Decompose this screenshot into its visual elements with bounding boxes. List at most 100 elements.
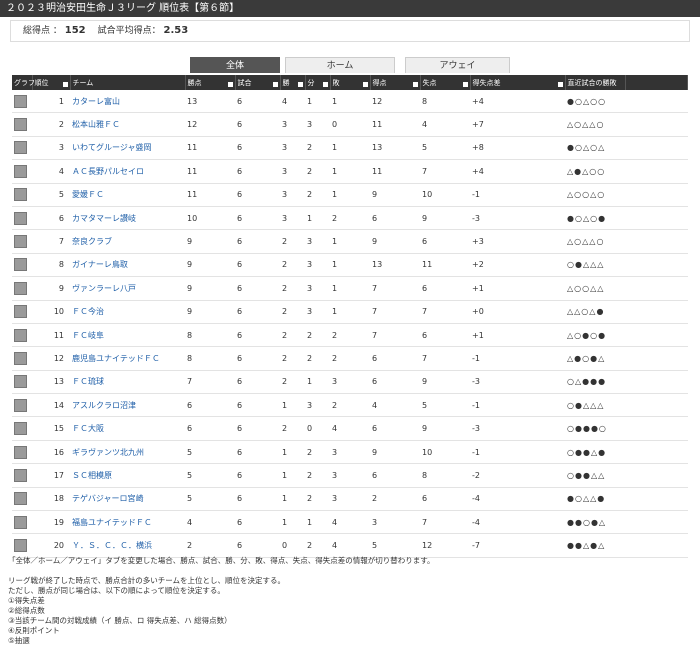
header-row: グラフ 順位 チーム 勝点 試合 勝 分 敗 得点 失点 得失点差 直近試合の勝敗 xyxy=(12,75,688,90)
table-row: 18 テゲバジャーロ宮崎 5 6 1 2 3 2 6 -4 ●○△△● xyxy=(12,487,688,512)
table-cell: 6 xyxy=(420,229,470,254)
column-header[interactable]: 順位 xyxy=(32,75,71,90)
table-cell: 2 xyxy=(32,112,70,137)
graph-cell xyxy=(12,183,32,207)
table-row: 2 松本山雅ＦＣ 12 6 3 3 0 11 4 +7 △○△△○ xyxy=(12,112,688,137)
table-cell: -3 xyxy=(470,370,565,395)
column-header[interactable]: 分 xyxy=(305,75,331,90)
table-cell: 2 xyxy=(185,533,235,558)
table-cell: 2 xyxy=(305,323,330,348)
table-cell: 12 xyxy=(32,346,70,371)
column-header[interactable]: 試合 xyxy=(235,75,281,90)
column-header[interactable]: 勝 xyxy=(280,75,306,90)
table-cell: 1 xyxy=(330,90,370,114)
table-cell: 8 xyxy=(185,346,235,371)
team-link[interactable]: ＦＣ今治 xyxy=(72,307,104,317)
team-link[interactable]: いわてグルージャ盛岡 xyxy=(72,143,152,153)
graph-icon[interactable] xyxy=(14,398,27,412)
team-link[interactable]: 奈良クラブ xyxy=(72,237,112,247)
graph-icon[interactable] xyxy=(14,492,27,506)
graph-icon[interactable] xyxy=(14,351,27,365)
table-cell: 8 xyxy=(32,253,70,278)
graph-icon[interactable] xyxy=(14,258,27,272)
graph-icon[interactable] xyxy=(14,188,27,202)
table-cell: 7 xyxy=(420,300,470,324)
team-link[interactable]: カマタマーレ讃岐 xyxy=(72,213,136,223)
table-cell: 6 xyxy=(420,487,470,512)
table-cell: カマタマーレ讃岐 xyxy=(70,206,185,231)
graph-icon[interactable] xyxy=(14,375,27,389)
table-cell: ＦＣ琉球 xyxy=(70,370,185,395)
team-link[interactable]: Ｙ．Ｓ．Ｃ．Ｃ．横浜 xyxy=(72,541,152,551)
graph-icon[interactable] xyxy=(14,235,27,249)
tab[interactable]: 全体 xyxy=(190,57,280,73)
graph-cell xyxy=(12,440,32,465)
table-cell: ○●△△△ xyxy=(565,253,625,278)
team-link[interactable]: ガイナーレ鳥取 xyxy=(72,260,128,270)
table-cell: 2 xyxy=(305,159,330,184)
graph-icon[interactable] xyxy=(14,328,27,342)
graph-icon[interactable] xyxy=(14,515,27,529)
column-header[interactable]: 得失点差 xyxy=(470,75,566,90)
team-link[interactable]: アスルクラロ沼津 xyxy=(72,400,136,410)
team-link[interactable]: ギラヴァンツ北九州 xyxy=(72,447,144,457)
team-link[interactable]: ヴァンラーレ八戸 xyxy=(72,283,136,293)
table-row: 10 ＦＣ今治 9 6 2 3 1 7 7 +0 △△○△● xyxy=(12,300,688,324)
table-cell: 9 xyxy=(420,416,470,441)
team-link[interactable]: 愛媛ＦＣ xyxy=(72,190,104,200)
team-link[interactable]: 福島ユナイテッドＦＣ xyxy=(72,517,152,527)
table-cell: 6 xyxy=(235,276,280,301)
table-row: 11 ＦＣ岐阜 8 6 2 2 2 7 6 +1 △○●○● xyxy=(12,323,688,348)
table-cell: 5 xyxy=(420,393,470,418)
graph-icon[interactable] xyxy=(14,281,27,295)
sort-icon xyxy=(462,81,468,87)
column-header[interactable]: 勝点 xyxy=(185,75,236,90)
table-cell: -1 xyxy=(470,440,565,465)
graph-icon[interactable] xyxy=(14,445,27,459)
page-title: ２０２３明治安田生命Ｊ３リーグ 順位表【第６節】 xyxy=(0,0,700,17)
column-header[interactable]: 失点 xyxy=(420,75,471,90)
table-cell: 3 xyxy=(330,440,370,465)
team-link[interactable]: ＡＣ長野パルセイロ xyxy=(72,166,144,176)
table-cell: -3 xyxy=(470,206,565,231)
column-header: 直近試合の勝敗 xyxy=(565,75,626,90)
graph-icon[interactable] xyxy=(14,94,27,108)
table-cell: いわてグルージャ盛岡 xyxy=(70,136,185,161)
note-line: ④反則ポイント xyxy=(8,626,60,635)
graph-icon[interactable] xyxy=(14,164,27,178)
table-cell: 9 xyxy=(370,440,420,465)
graph-icon[interactable] xyxy=(14,141,27,155)
graph-cell xyxy=(12,300,32,324)
graph-icon[interactable] xyxy=(14,118,27,132)
table-cell: 13 xyxy=(370,253,420,278)
table-cell: 1 xyxy=(330,300,370,324)
tab[interactable]: アウェイ xyxy=(405,57,510,73)
table-cell: 1 xyxy=(305,510,330,535)
team-link[interactable]: カターレ富山 xyxy=(72,96,120,106)
table-cell: 11 xyxy=(185,159,235,184)
team-link[interactable]: ＦＣ大阪 xyxy=(72,424,104,434)
table-cell: 7 xyxy=(370,323,420,348)
graph-icon[interactable] xyxy=(14,422,27,436)
graph-icon[interactable] xyxy=(14,539,27,553)
team-link[interactable]: 鹿児島ユナイテッドＦＣ xyxy=(72,353,160,363)
table-cell: +8 xyxy=(470,136,565,161)
team-link[interactable]: ＦＣ岐阜 xyxy=(72,330,104,340)
graph-icon[interactable] xyxy=(14,305,27,319)
table-cell: △○△△○ xyxy=(565,229,625,254)
table-cell: 6 xyxy=(235,229,280,254)
column-header[interactable]: 得点 xyxy=(370,75,421,90)
graph-cell xyxy=(12,487,32,512)
graph-icon[interactable] xyxy=(14,211,27,225)
team-link[interactable]: 松本山雅ＦＣ xyxy=(72,120,120,130)
graph-icon[interactable] xyxy=(14,468,27,482)
table-cell: ●○△○● xyxy=(565,206,625,231)
table-cell: +1 xyxy=(470,323,565,348)
column-header[interactable]: 敗 xyxy=(330,75,371,90)
team-link[interactable]: ＳＣ相模原 xyxy=(72,470,112,480)
sort-icon xyxy=(557,81,563,87)
team-link[interactable]: ＦＣ琉球 xyxy=(72,377,104,387)
tab[interactable]: ホーム xyxy=(285,57,395,73)
table-cell: 1 xyxy=(330,136,370,161)
team-link[interactable]: テゲバジャーロ宮崎 xyxy=(72,494,144,504)
